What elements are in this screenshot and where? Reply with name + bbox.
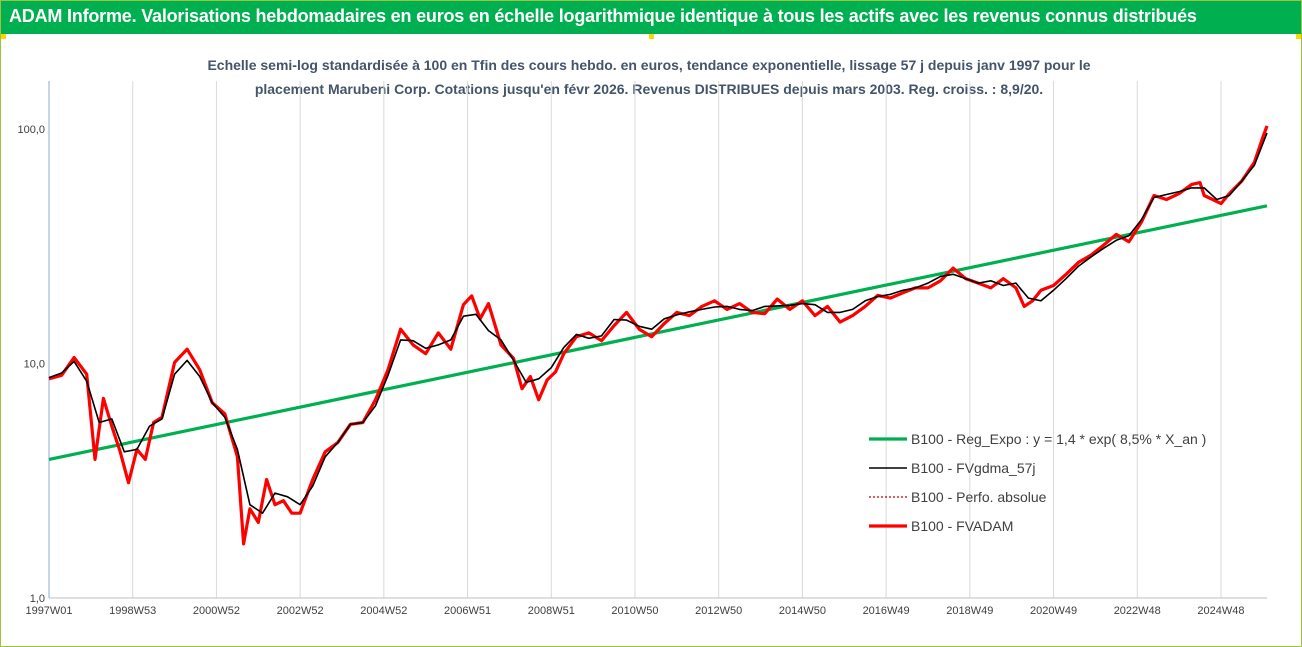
x-tick-label: 2000W52 <box>193 605 240 617</box>
corner-marker-left <box>1 34 6 39</box>
x-tick-label: 2018W49 <box>946 605 993 617</box>
y-tick-label: 10,0 <box>24 358 45 370</box>
x-tick-label: 2002W52 <box>277 605 324 617</box>
vertical-gridlines <box>132 81 1222 598</box>
legend-label: B100 - FVADAM <box>911 518 1013 534</box>
series-line-0 <box>48 204 1268 461</box>
legend-label: B100 - FVgdma_57j <box>911 460 1036 476</box>
corner-marker-top <box>649 34 654 39</box>
x-tick-label: 2010W50 <box>611 605 658 617</box>
series-line-3 <box>48 125 1269 546</box>
chart-subtitle-line1: Echelle semi-log standardisée à 100 en T… <box>207 57 1090 73</box>
x-tick-label: 1997W01 <box>25 605 72 617</box>
x-tick-label: 2024W48 <box>1197 605 1244 617</box>
y-tick-label: 100,0 <box>17 124 45 136</box>
x-tick-label: 2022W48 <box>1114 605 1161 617</box>
x-tick-label: 2014W50 <box>779 605 826 617</box>
chart-subtitle-line2: placement Marubeni Corp. Cotations jusqu… <box>255 81 1043 97</box>
legend: B100 - Reg_Expo : y = 1,4 * exp( 8,5% * … <box>869 431 1206 534</box>
legend-label: B100 - Perfo. absolue <box>911 489 1047 505</box>
x-tick-label: 2016W49 <box>863 605 910 617</box>
y-tick-label: 1,0 <box>30 593 45 605</box>
series-lines <box>48 125 1269 546</box>
x-tick-labels: 1997W01 1998W53 2000W52 2002W52 2004W52 2006W… <box>25 605 1244 617</box>
title-banner: ADAM Informe. Valorisations hebdomadaire… <box>1 1 1301 34</box>
corner-marker-right <box>1296 34 1301 39</box>
legend-label: B100 - Reg_Expo : y = 1,4 * exp( 8,5% * … <box>911 431 1206 447</box>
x-tick-label: 1998W53 <box>109 605 156 617</box>
banner-title: ADAM Informe. Valorisations hebdomadaire… <box>9 6 1197 26</box>
x-tick-label: 2004W52 <box>360 605 407 617</box>
series-line-1 <box>48 132 1268 514</box>
x-tick-label: 2008W51 <box>528 605 575 617</box>
x-tick-label: 2012W50 <box>695 605 742 617</box>
y-tick-labels: 1,0 10,0 100,0 <box>17 124 45 605</box>
x-tick-label: 2006W51 <box>444 605 491 617</box>
x-tick-label: 2020W49 <box>1030 605 1077 617</box>
